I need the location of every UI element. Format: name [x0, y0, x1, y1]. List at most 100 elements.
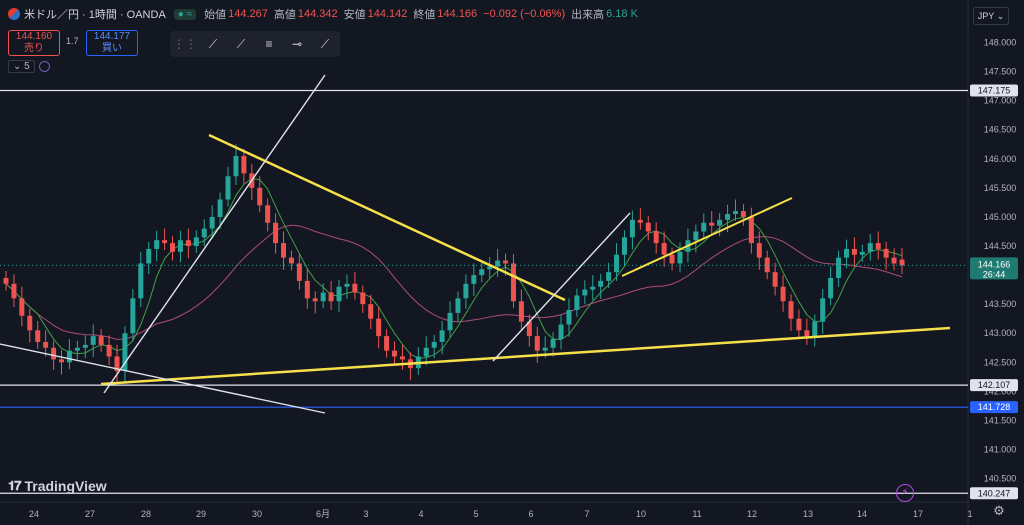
- ray-tool-icon[interactable]: ⟋: [236, 36, 246, 51]
- volume-value: 6.18 K: [606, 8, 638, 20]
- y-tick-label: 146.500: [984, 125, 1017, 135]
- y-tick-label: 142.500: [984, 357, 1017, 367]
- candle-body: [106, 344, 112, 357]
- candle-body: [550, 339, 556, 348]
- y-tick-label: 148.000: [984, 38, 1017, 48]
- level-price-label: 141.728: [978, 402, 1011, 412]
- candle-body: [288, 257, 294, 264]
- tradingview-logo-icon: 𝟏𝟕: [8, 478, 22, 493]
- volume-label: 出来高: [571, 9, 605, 21]
- indicator-toggle[interactable]: ⌄ 5: [8, 60, 35, 73]
- extended-line-tool-icon[interactable]: ⟋: [320, 36, 330, 51]
- candle-body: [312, 298, 318, 302]
- parallel-channel-tool-icon[interactable]: ≡: [265, 37, 273, 51]
- candle-body: [114, 356, 120, 372]
- y-tick-label: 145.000: [984, 212, 1017, 222]
- candle-body: [804, 330, 810, 337]
- white-uptrend-line[interactable]: [103, 74, 326, 394]
- candle-body: [217, 199, 223, 217]
- y-tick-label: 140.500: [984, 474, 1017, 484]
- market-status-badge[interactable]: ● ≈: [173, 8, 197, 20]
- candle-body: [225, 176, 231, 200]
- candle-body: [376, 318, 382, 337]
- candle-body: [487, 266, 493, 270]
- candle-body: [431, 341, 437, 348]
- x-tick-label: 12: [747, 509, 757, 519]
- high-value: 144.342: [297, 8, 338, 20]
- indicator-settings-icon[interactable]: [38, 61, 50, 72]
- candle-body: [812, 321, 818, 337]
- symbol-title[interactable]: 米ドル／円 · 1時間 · OANDA: [24, 9, 166, 21]
- currency-selector[interactable]: JPY ⌄: [973, 7, 1009, 25]
- current-price-label: 144.166: [978, 259, 1011, 269]
- buy-label: 買い: [102, 43, 122, 54]
- candle-body: [503, 260, 509, 264]
- low-value: 144.142: [367, 8, 408, 20]
- candle-body: [828, 277, 834, 299]
- drag-handle-icon[interactable]: ⋮⋮: [173, 37, 197, 51]
- candle-body: [384, 336, 390, 351]
- y-tick-label: 141.000: [984, 444, 1017, 454]
- white-downtrend-line[interactable]: [0, 343, 326, 414]
- candle-body: [693, 231, 699, 241]
- low-label: 安値: [343, 9, 366, 21]
- sell-button[interactable]: 144.160 売り: [8, 30, 60, 56]
- x-tick-label: 27: [85, 509, 95, 519]
- level-price-tag: [970, 487, 1018, 500]
- candle-body: [518, 301, 524, 322]
- candle-body: [170, 243, 176, 252]
- candle-body: [875, 243, 881, 249]
- candle-body: [66, 350, 72, 363]
- current-price-tag: [970, 257, 1018, 280]
- candle-body: [177, 240, 183, 252]
- indicator-legend[interactable]: ⌄ 5: [8, 60, 50, 73]
- candle-body: [130, 298, 136, 334]
- horizontal-line-tool-icon[interactable]: ⊸: [291, 37, 303, 51]
- yellow-channel-trendline[interactable]: [621, 197, 793, 277]
- candle-body: [154, 240, 160, 249]
- yellow-support-trendline[interactable]: [100, 326, 951, 386]
- x-tick-label: 30: [252, 509, 262, 519]
- trend-line-tool-icon[interactable]: ⟋: [208, 36, 218, 51]
- change-value: −0.092 (−0.06%): [483, 8, 566, 20]
- x-tick-label: 1: [967, 509, 972, 519]
- yellow-resistance-trendline[interactable]: [208, 133, 566, 302]
- candle-body: [534, 336, 540, 351]
- candle-body: [740, 211, 746, 217]
- candle-body: [336, 286, 342, 302]
- candle-body: [11, 283, 17, 299]
- candle-body: [447, 312, 453, 331]
- level-price-tag: [970, 84, 1018, 97]
- candle-body: [368, 304, 374, 319]
- candle-body: [796, 318, 802, 331]
- white-rally-line[interactable]: [492, 212, 631, 362]
- candle-body: [479, 269, 485, 276]
- x-tick-label: 24: [29, 509, 39, 519]
- candle-body: [265, 205, 271, 223]
- candle-body: [820, 298, 826, 322]
- logo-text: TradingView: [24, 478, 107, 494]
- candle-body: [645, 222, 651, 232]
- candle-body: [146, 248, 152, 264]
- tradingview-logo: 𝟏𝟕 TradingView: [8, 478, 107, 494]
- x-tick-label: 13: [803, 509, 813, 519]
- y-tick-label: 143.500: [984, 299, 1017, 309]
- symbol-header: 米ドル／円 · 1時間 · OANDA ● ≈ 始値 144.267 高値 144.…: [0, 0, 968, 28]
- usdjpy-flag-icon: [8, 8, 20, 20]
- candle-body: [90, 336, 96, 345]
- candle-body: [122, 333, 128, 372]
- gear-icon[interactable]: ⚙: [993, 503, 1005, 518]
- candle-body: [701, 222, 707, 232]
- level-price-label: 142.107: [978, 380, 1011, 390]
- buy-button[interactable]: 144.177 買い: [86, 30, 138, 56]
- spread-value: 1.7: [66, 36, 79, 46]
- candle-body: [590, 286, 596, 290]
- flash-icon[interactable]: ⚡: [896, 484, 914, 502]
- candle-body: [566, 309, 572, 325]
- candle-body: [883, 248, 889, 258]
- candle-body: [43, 341, 49, 348]
- level-price-label: 147.175: [978, 85, 1011, 95]
- candle-body: [273, 222, 279, 244]
- x-tick-label: 28: [141, 509, 151, 519]
